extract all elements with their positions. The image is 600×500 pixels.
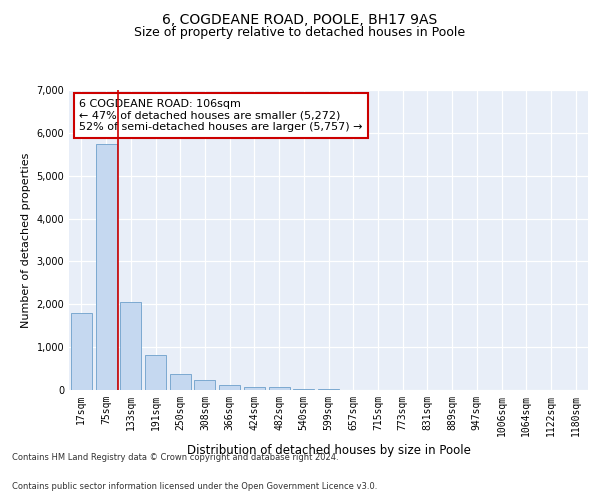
Bar xyxy=(219,386,240,390)
X-axis label: Distribution of detached houses by size in Poole: Distribution of detached houses by size … xyxy=(187,444,470,458)
Text: Contains HM Land Registry data © Crown copyright and database right 2024.: Contains HM Land Registry data © Crown c… xyxy=(12,454,338,462)
Bar xyxy=(120,302,141,390)
Bar xyxy=(293,388,314,390)
Bar xyxy=(71,313,92,390)
Text: Contains public sector information licensed under the Open Government Licence v3: Contains public sector information licen… xyxy=(12,482,377,491)
Text: 6, COGDEANE ROAD, POOLE, BH17 9AS: 6, COGDEANE ROAD, POOLE, BH17 9AS xyxy=(163,12,437,26)
Bar xyxy=(145,355,166,390)
Text: Size of property relative to detached houses in Poole: Size of property relative to detached ho… xyxy=(134,26,466,39)
Bar xyxy=(244,386,265,390)
Bar xyxy=(269,388,290,390)
Bar xyxy=(95,144,116,390)
Text: 6 COGDEANE ROAD: 106sqm
← 47% of detached houses are smaller (5,272)
52% of semi: 6 COGDEANE ROAD: 106sqm ← 47% of detache… xyxy=(79,99,363,132)
Bar xyxy=(170,374,191,390)
Bar xyxy=(194,380,215,390)
Y-axis label: Number of detached properties: Number of detached properties xyxy=(21,152,31,328)
